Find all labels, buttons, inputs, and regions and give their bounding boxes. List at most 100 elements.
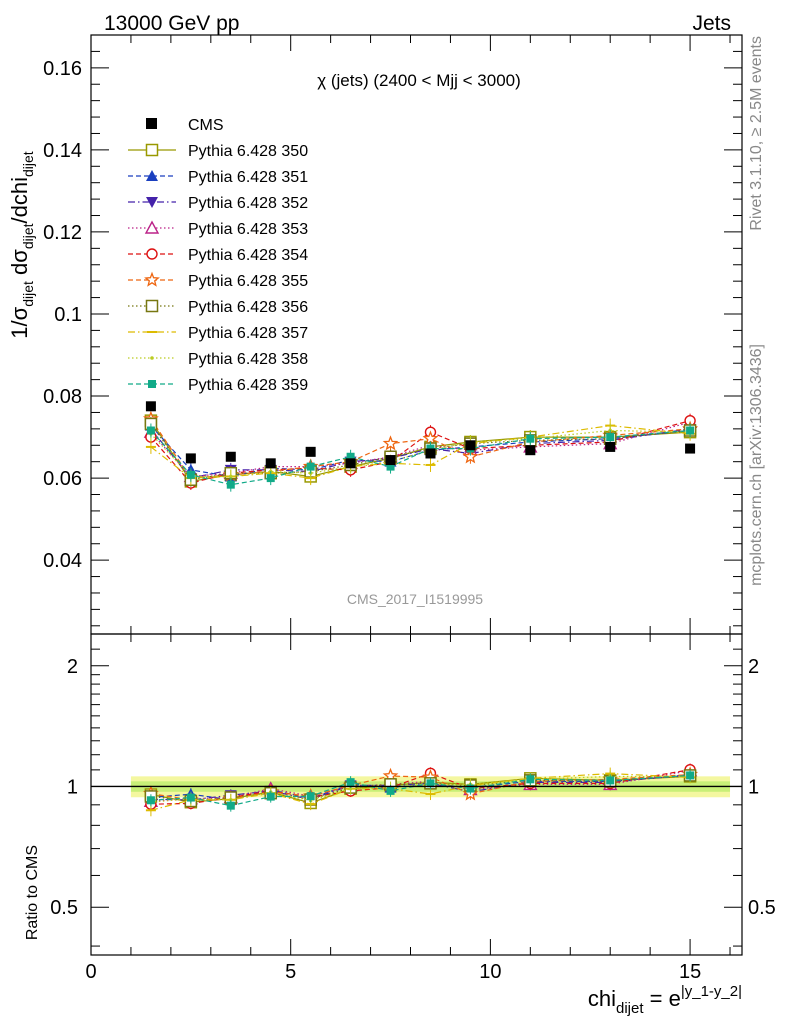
legend-entry: Pythia 6.428 350 (128, 143, 308, 160)
legend-entry: Pythia 6.428 357 (128, 325, 308, 342)
data-point (385, 455, 396, 466)
y-tick-label: 0.14 (43, 140, 82, 162)
legend-entry: Pythia 6.428 355 (128, 271, 308, 290)
legend-label: Pythia 6.428 357 (188, 325, 308, 342)
y-tick-label: 0.08 (43, 386, 82, 408)
ratio-series-line (150, 770, 691, 802)
legend-entry: Pythia 6.428 356 (128, 299, 308, 316)
series-point (306, 462, 315, 471)
y-tick-label: 0.12 (43, 222, 82, 244)
legend-label: Pythia 6.428 356 (188, 299, 308, 316)
ratio-axis-label: Ratio to CMS (24, 845, 41, 940)
series-line (150, 421, 691, 478)
legend-label: Pythia 6.428 358 (188, 351, 308, 368)
data-point (465, 440, 476, 451)
legend-marker (146, 118, 157, 129)
legend-marker (146, 170, 158, 181)
legend-label: Pythia 6.428 350 (188, 143, 308, 160)
legend-label: Pythia 6.428 351 (188, 169, 308, 186)
legend-entry: Pythia 6.428 351 (128, 169, 308, 186)
ratio-series-line (150, 774, 691, 802)
series-point (228, 474, 233, 479)
series-point (186, 470, 195, 479)
ratio-point (606, 776, 615, 785)
ratio-point (146, 796, 155, 805)
ratio-tick-label-right: 0.5 (748, 897, 776, 919)
y-tick-labels-ratio: 0.5 1 2 0.5 1 2 (50, 656, 776, 919)
ratio-panel-frame (90, 633, 743, 956)
data-point (185, 453, 196, 464)
series-line (150, 420, 691, 484)
ratio-point (346, 778, 355, 787)
legend-entry: Pythia 6.428 358 (128, 351, 308, 368)
series-point (146, 426, 155, 435)
legend-entry: CMS (146, 117, 224, 134)
y-tick-label: 0.16 (43, 58, 82, 80)
ratio-tick-label-right: 2 (748, 656, 759, 678)
y-tick-label: 0.1 (54, 304, 82, 326)
svg-text:1/σdijet dσdijet/dchidijet: 1/σdijet dσdijet/dchidijet (7, 151, 36, 339)
legend-label: Pythia 6.428 352 (188, 195, 308, 212)
x-tick-label: 10 (479, 961, 501, 983)
legend-marker (148, 380, 156, 388)
analysis-watermark: CMS_2017_I1519995 (347, 591, 483, 607)
legend-label: Pythia 6.428 355 (188, 273, 308, 290)
legend-entry: Pythia 6.428 352 (128, 195, 308, 212)
header-right: Jets (692, 12, 731, 35)
data-point (685, 443, 696, 454)
legend-entry: Pythia 6.428 354 (128, 247, 308, 264)
legend-entry: Pythia 6.428 353 (128, 220, 308, 238)
y-tick-label: 0.06 (43, 468, 82, 490)
axes (90, 34, 742, 955)
legend-marker (144, 220, 160, 234)
plot-title: χ (jets) (2400 < Mjj < 3000) (317, 71, 521, 90)
ratio-point (426, 779, 435, 788)
ratio-tick-label-left: 0.5 (50, 897, 78, 919)
legend-label: Pythia 6.428 353 (188, 221, 308, 238)
ratio-tick-label-left: 2 (67, 656, 78, 678)
legend-marker (150, 356, 154, 360)
x-axis-label: chidijet = e|y_1-y_2| (588, 983, 742, 1017)
legend-label: Pythia 6.428 354 (188, 247, 308, 264)
svg-text:chidijet = e|y_1-y_2|: chidijet = e|y_1-y_2| (588, 983, 742, 1017)
ratio-point (686, 771, 695, 780)
x-tick-label: 0 (85, 961, 96, 983)
ratio-point (348, 786, 353, 791)
x-tick-label: 5 (285, 961, 296, 983)
ratio-point (466, 784, 475, 793)
ratio-series-layer (143, 763, 699, 817)
ratio-point (266, 792, 275, 801)
ratio-point (386, 786, 395, 795)
data-point (225, 451, 236, 462)
series-line (150, 424, 691, 479)
ratio-point (306, 792, 315, 801)
series-line (150, 428, 691, 479)
ratio-series-line (150, 775, 691, 803)
series-point (386, 462, 395, 471)
y-tick-label: 0.04 (43, 550, 82, 572)
legend-marker (144, 271, 160, 287)
ratio-point (186, 793, 195, 802)
series-point (606, 433, 615, 442)
x-tick-labels: 0 5 10 15 (85, 961, 701, 983)
side-label-mcplots: mcplots.cern.ch [arXiv:1306.3436] (748, 344, 765, 586)
series-point (266, 474, 275, 483)
ratio-point (526, 775, 535, 784)
series-point (226, 480, 235, 489)
legend-marker (146, 197, 158, 208)
series-point (382, 435, 399, 451)
data-point (145, 401, 156, 412)
legend-marker (145, 143, 159, 157)
data-point (265, 458, 276, 469)
series-line (150, 418, 691, 479)
ratio-point (226, 801, 235, 810)
legend-marker (145, 299, 159, 313)
series-point (422, 430, 439, 446)
data-point (525, 445, 536, 456)
series-point (462, 448, 479, 464)
legend-entry: Pythia 6.428 359 (128, 377, 308, 394)
series-line (150, 423, 691, 481)
legend-marker (146, 248, 158, 260)
legend-label: CMS (188, 117, 224, 134)
